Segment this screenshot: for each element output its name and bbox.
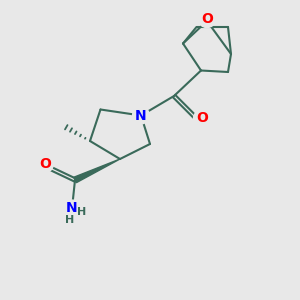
Text: H: H [77, 207, 86, 217]
Text: O: O [201, 12, 213, 26]
Circle shape [194, 110, 210, 127]
Text: N: N [66, 202, 78, 215]
Circle shape [199, 11, 215, 28]
Circle shape [133, 107, 149, 124]
Circle shape [64, 200, 80, 217]
Text: O: O [196, 112, 208, 125]
Text: O: O [39, 157, 51, 171]
Text: H: H [65, 215, 74, 225]
Text: N: N [135, 109, 147, 122]
Polygon shape [74, 159, 120, 183]
Circle shape [37, 156, 53, 172]
